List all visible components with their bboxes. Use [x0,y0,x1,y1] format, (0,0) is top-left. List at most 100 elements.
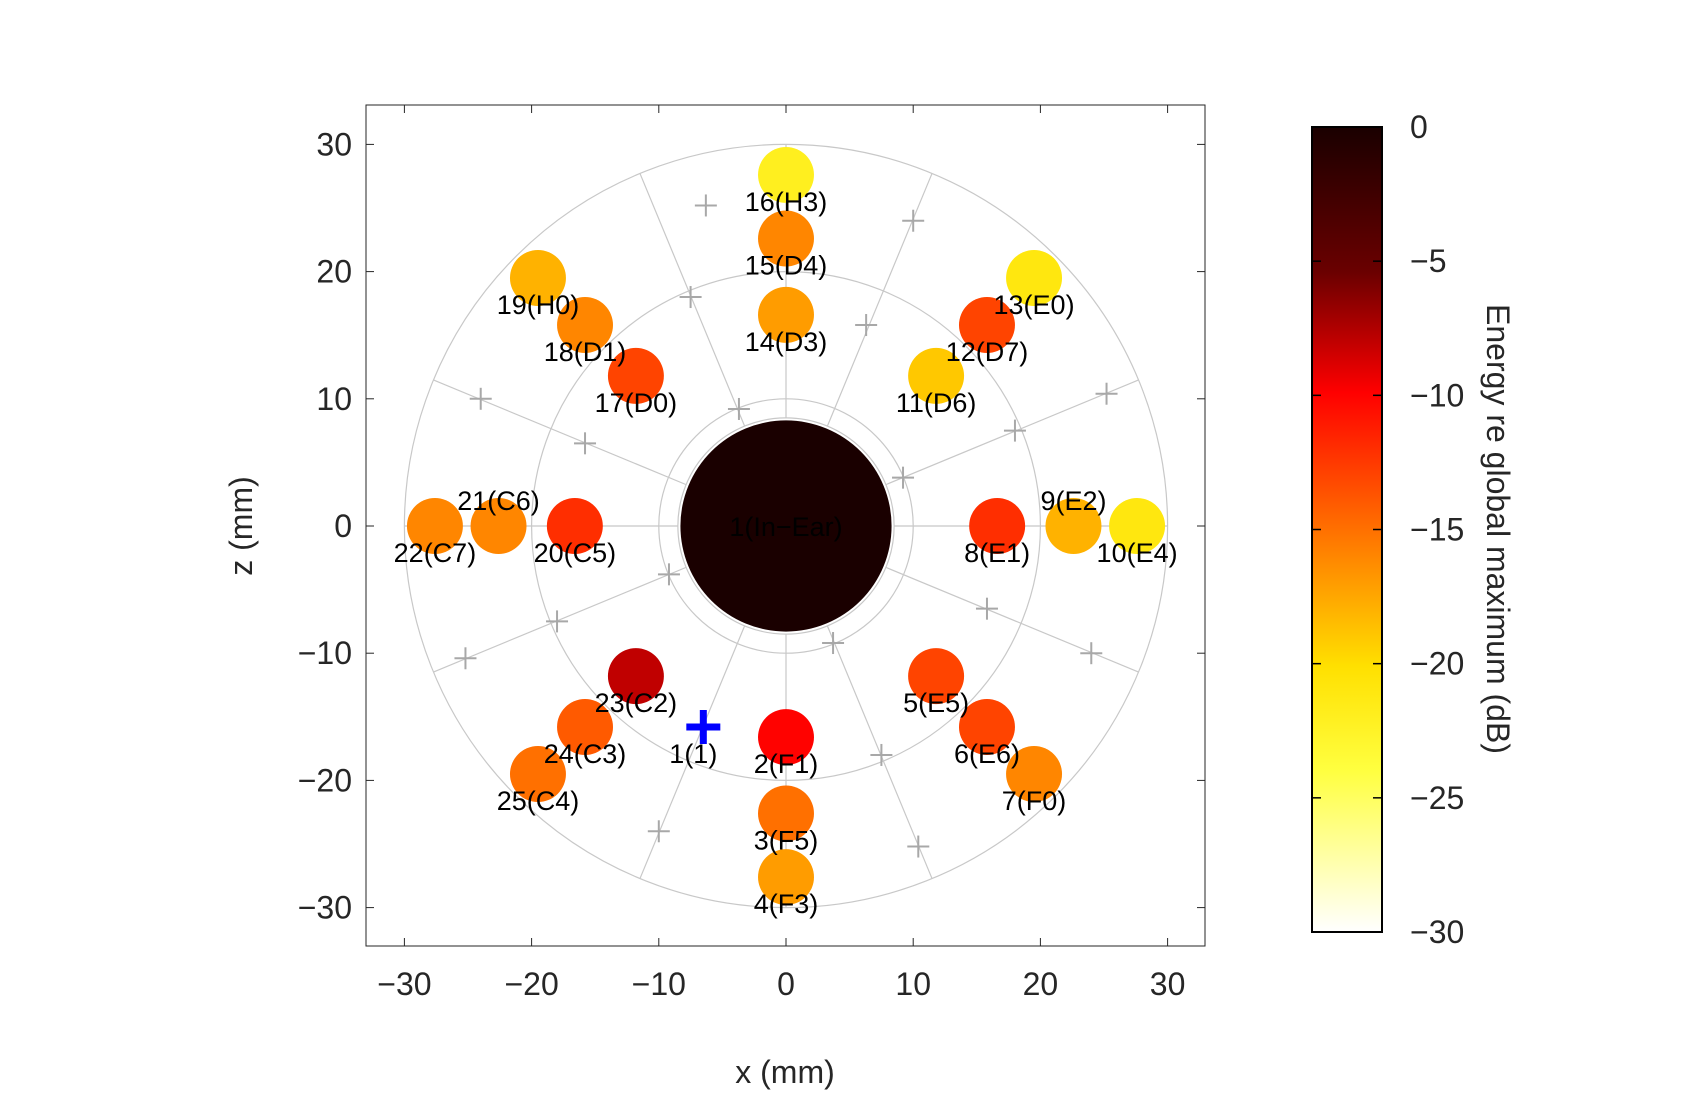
point-label: 11(D6) [896,388,977,418]
y-tick-label: 30 [316,126,352,162]
data-point [680,420,892,632]
grid-spoke [639,625,746,879]
point-label: 19(H0) [497,290,580,320]
point-label: 6(E6) [954,739,1020,769]
x-tick-label: −30 [377,966,431,1002]
point-label: 4(F3) [754,889,819,919]
data-point [908,347,965,404]
point-label: 2(F1) [754,749,819,779]
grid-marker [1080,642,1103,665]
y-axis-label: z (mm) [223,476,259,576]
grid-marker [907,835,930,858]
data-point [969,498,1026,554]
grid-spoke [885,379,1139,486]
data-point [1006,746,1063,803]
grid-marker [679,286,702,309]
data-point [509,249,566,306]
data-point [1045,498,1102,554]
grid-marker [647,820,670,843]
point-label: 5(E5) [903,688,969,718]
data-point [758,709,814,766]
grid-marker [892,466,915,489]
grid-marker [1003,419,1026,442]
grid-marker [727,397,750,420]
point-label: 1(In−Ear) [729,512,842,542]
y-tick-label: 20 [316,254,352,290]
data-point [758,210,814,267]
grid-marker [870,743,893,766]
colorbar-tick-label: −15 [1410,512,1464,548]
point-label: 21(C6) [457,486,540,516]
colorbar-tick-label: −25 [1410,780,1464,816]
x-tick-label: 30 [1150,966,1186,1002]
data-point [958,698,1015,755]
source-marker-label: 1(1) [669,739,717,769]
point-label: 24(C3) [544,739,627,769]
point-label: 23(C2) [595,688,678,718]
y-tick-label: −10 [298,635,352,671]
grid-marker [454,647,477,670]
grid-spoke [639,173,746,427]
source-marker [686,709,721,744]
data-point [758,849,814,906]
y-tick-label: 10 [316,381,352,417]
data-point [607,648,664,705]
point-label: 14(D3) [745,327,828,357]
x-tick-label: 10 [895,966,931,1002]
data-point [1006,249,1063,306]
y-tick-label: −20 [298,762,352,798]
grid-marker [694,194,717,217]
data-point [758,785,814,842]
x-tick-label: 20 [1023,966,1059,1002]
grid-spoke [433,566,687,673]
y-tick-label: −30 [298,890,352,926]
colorbar-tick-label: −5 [1410,243,1446,279]
point-label: 17(D0) [595,388,678,418]
data-point [607,347,664,404]
y-tick-label: 0 [334,508,352,544]
grid-spoke [885,566,1139,673]
point-label: 15(D4) [745,251,828,281]
grid-spoke [433,379,687,486]
grid-spoke [826,625,933,879]
grid-marker [855,314,878,337]
point-label: 22(C7) [394,538,477,568]
data-point [958,297,1015,354]
x-axis-label: x (mm) [735,1054,835,1090]
data-point [406,498,463,554]
data-point [908,648,965,705]
data-point [557,297,614,354]
axes: −30 −20 −10 0 10 20 30 −30 −20 −10 0 10 20 30 [298,105,1205,1002]
data-point [470,498,527,554]
x-tick-label: 0 [777,966,795,1002]
data-point [758,146,814,203]
x-tick-label: −10 [632,966,686,1002]
point-label: 20(C5) [534,538,617,568]
colorbar-label: Energy re global maximum (dB) [1480,304,1516,754]
data-point [1109,498,1166,554]
data-point [509,746,566,803]
colorbar [1311,126,1383,933]
point-label: 25(C4) [497,786,580,816]
point-label: 3(F5) [754,825,819,855]
grid-marker [546,610,569,633]
colorbar-tick-label: −10 [1410,377,1464,413]
colorbar-tick-label: 0 [1410,109,1428,145]
data-point [758,286,814,343]
point-label: 8(E1) [964,538,1030,568]
data-point [546,498,603,554]
data-point [557,698,614,755]
point-label: 10(E4) [1097,538,1178,568]
point-label: 16(H3) [745,187,828,217]
point-label: 12(D7) [946,337,1029,367]
grid-marker [1095,382,1118,405]
colorbar-tick-label: −20 [1410,646,1464,682]
point-label: 7(F0) [1002,786,1067,816]
grid-marker [469,387,492,410]
x-tick-label: −20 [504,966,558,1002]
point-label: 9(E2) [1040,486,1106,516]
colorbar-ticks: 0 −5 −10 −15 −20 −25 −30 [1312,109,1464,950]
point-label: 13(E0) [994,290,1075,320]
grid-spoke [826,173,933,427]
